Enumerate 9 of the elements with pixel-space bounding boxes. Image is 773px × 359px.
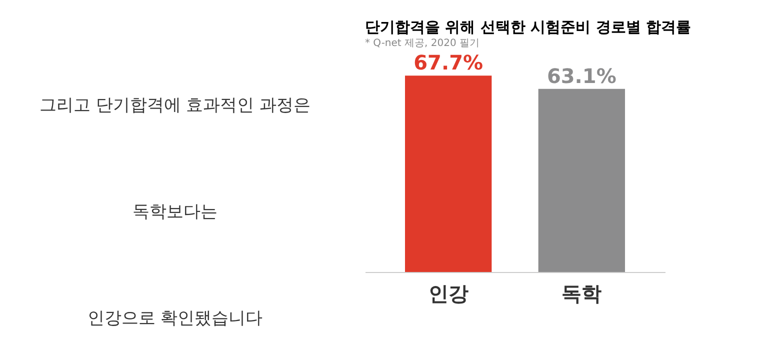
text: 그리고 단기합격에 효과적인 과정은 xyxy=(39,95,311,116)
data-label: 63.1% xyxy=(546,64,616,88)
chart-subtitle: * Q-net 제공, 2020 필기 xyxy=(365,38,480,49)
text: 독학보다는 xyxy=(132,202,218,222)
x-tick-label: 독학 xyxy=(562,282,602,306)
x-tick-label: 인강 xyxy=(428,282,468,306)
chart-title: 단기합격을 위해 선택한 시험준비 경로별 합격률 xyxy=(365,18,692,36)
text: 인강으로 확인됐습니다 xyxy=(87,308,263,329)
data-label: 67.7% xyxy=(414,50,484,75)
